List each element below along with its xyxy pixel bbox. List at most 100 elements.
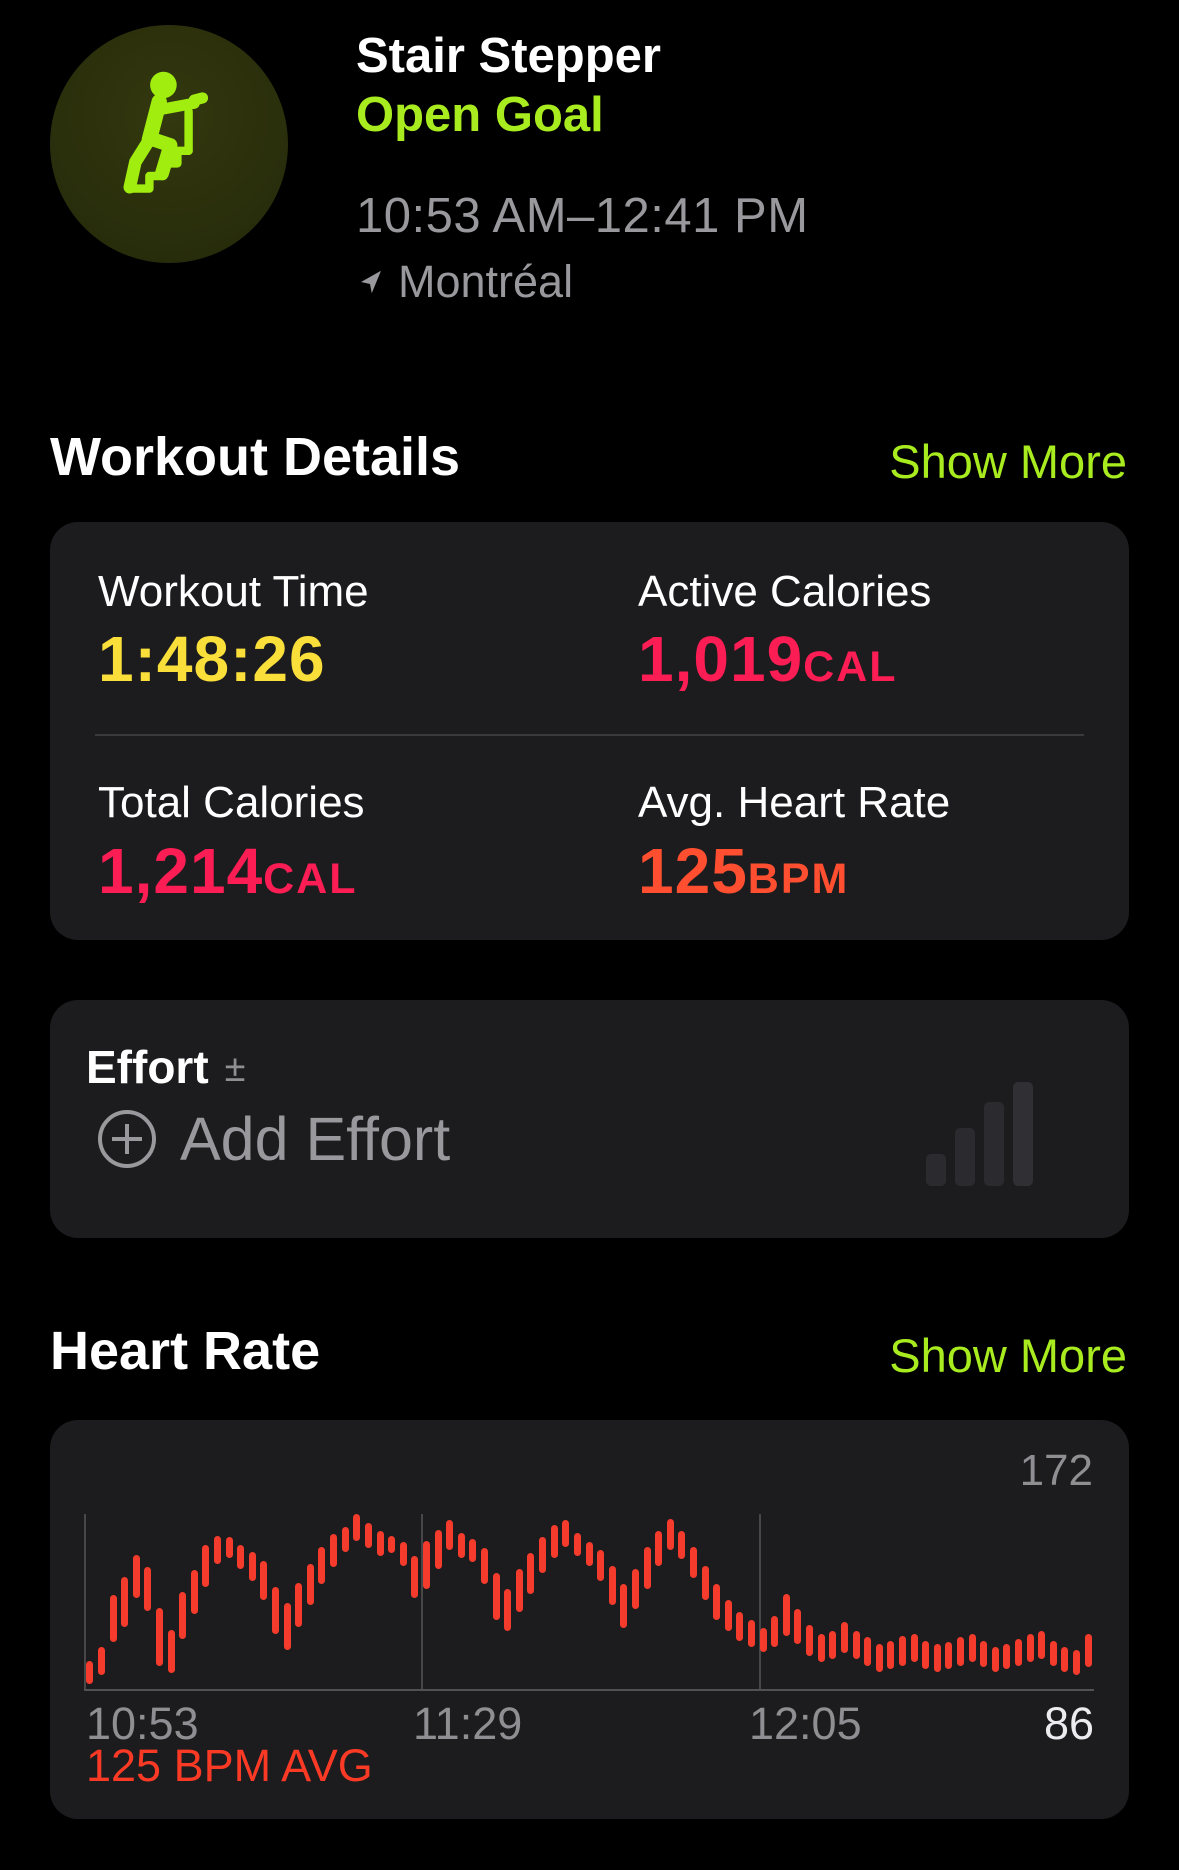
- heart-rate-bar: [1015, 1639, 1023, 1666]
- add-effort-label: Add Effort: [180, 1105, 451, 1173]
- chart-last-value: 86: [1043, 1698, 1094, 1749]
- heart-rate-bar: [875, 1643, 883, 1672]
- chart-gridline: [758, 1514, 761, 1689]
- heart-rate-bar: [864, 1637, 872, 1666]
- heart-rate-bar: [806, 1624, 814, 1657]
- heart-rate-bar: [597, 1549, 605, 1582]
- heart-rate-bar: [573, 1532, 581, 1557]
- workout-goal: Open Goal: [356, 88, 604, 142]
- heart-rate-bar: [898, 1635, 906, 1666]
- chart-baseline: [84, 1689, 1094, 1691]
- heart-rate-bar: [922, 1640, 930, 1669]
- heart-rate-bar: [852, 1631, 860, 1660]
- heart-rate-bar: [283, 1603, 291, 1650]
- heart-rate-bar: [945, 1642, 953, 1669]
- workout-details-card: Workout Time 1:48:26 Active Calories 1,0…: [50, 522, 1129, 940]
- heart-rate-chart-card: 172 10:53 11:29 12:05 86 125 BPM AVG: [50, 1420, 1129, 1819]
- heart-rate-bar: [701, 1565, 709, 1600]
- metric-value-total-calories: 1,214CAL: [98, 835, 358, 907]
- heart-rate-bar: [782, 1593, 790, 1636]
- metric-label: Workout Time: [98, 567, 369, 616]
- chart-gridline: [84, 1514, 86, 1689]
- metric-value-active-calories: 1,019CAL: [638, 623, 898, 695]
- signal-bars-icon: [926, 1082, 1063, 1186]
- heart-rate-bar: [933, 1643, 941, 1672]
- heart-rate-bar: [724, 1599, 732, 1632]
- chart-gridline: [421, 1514, 424, 1689]
- heart-rate-bar: [97, 1646, 105, 1675]
- heart-rate-bar: [608, 1565, 616, 1605]
- heart-rate-bar: [248, 1551, 256, 1582]
- heart-rate-bar: [155, 1607, 163, 1666]
- plus-circle-icon: [98, 1110, 156, 1168]
- heart-rate-bar: [631, 1568, 639, 1610]
- effort-card: Effort ± Add Effort: [50, 1000, 1129, 1238]
- heart-rate-bar: [968, 1634, 976, 1663]
- heart-rate-bar: [887, 1640, 895, 1669]
- heart-rate-bar: [86, 1660, 94, 1685]
- heart-rate-heading: Heart Rate: [50, 1321, 321, 1381]
- heart-rate-bar: [736, 1612, 744, 1641]
- heart-rate-bar: [666, 1518, 674, 1550]
- metric-label: Avg. Heart Rate: [638, 778, 951, 827]
- heart-rate-bar: [434, 1529, 442, 1569]
- heart-rate-bar: [481, 1548, 489, 1585]
- heart-rate-bar: [260, 1560, 268, 1600]
- heart-rate-bar: [330, 1534, 338, 1568]
- location-arrow-icon: [356, 267, 386, 297]
- heart-rate-bar: [399, 1542, 407, 1566]
- heart-rate-bar: [1049, 1640, 1057, 1666]
- heart-rate-bar: [840, 1621, 848, 1654]
- chart-max-label: 172: [1019, 1446, 1093, 1495]
- heart-rate-bar: [214, 1535, 221, 1564]
- heart-rate-bar: [1084, 1634, 1092, 1668]
- divider: [95, 734, 1084, 736]
- heart-rate-bar: [469, 1539, 477, 1563]
- heart-rate-bar: [1026, 1634, 1034, 1663]
- heart-rate-bar: [272, 1587, 280, 1635]
- heart-rate-bar: [1003, 1643, 1011, 1669]
- heart-rate-bar: [237, 1545, 245, 1569]
- heart-rate-bar: [539, 1537, 547, 1574]
- heart-rate-bar: [748, 1620, 756, 1647]
- heart-rate-bar: [794, 1609, 802, 1644]
- plus-minus-symbol: ±: [224, 1048, 246, 1090]
- heart-rate-bar: [144, 1567, 152, 1611]
- heart-rate-bar: [225, 1537, 233, 1558]
- location-label: Montréal: [398, 256, 574, 307]
- heart-rate-bar: [678, 1531, 686, 1560]
- workout-details-show-more-button[interactable]: Show More: [889, 435, 1127, 488]
- workout-title: Stair Stepper: [356, 29, 661, 83]
- add-effort-button[interactable]: Add Effort: [98, 1104, 450, 1174]
- chart-average-label: 125 BPM AVG: [86, 1740, 373, 1791]
- workout-type-badge: [50, 25, 288, 263]
- effort-title: Effort ±: [86, 1041, 246, 1093]
- metric-label: Active Calories: [638, 567, 932, 616]
- heart-rate-bar: [550, 1524, 558, 1558]
- heart-rate-bar: [179, 1592, 187, 1639]
- chart-x-axis: 10:53 11:29 12:05 86: [84, 1698, 1094, 1750]
- heart-rate-bar: [109, 1595, 117, 1643]
- heart-rate-bar: [759, 1628, 767, 1652]
- heart-rate-bar: [457, 1532, 465, 1558]
- heart-rate-bar: [527, 1553, 535, 1594]
- heart-rate-bar: [318, 1546, 326, 1585]
- heart-rate-bar: [504, 1589, 512, 1632]
- heart-rate-bar: [190, 1570, 198, 1614]
- heart-rate-plot: [84, 1514, 1094, 1691]
- heart-rate-bar: [132, 1554, 140, 1599]
- heart-rate-bar: [376, 1531, 384, 1557]
- heart-rate-bar: [643, 1546, 651, 1589]
- heart-rate-bar: [991, 1646, 999, 1672]
- heart-rate-show-more-button[interactable]: Show More: [889, 1329, 1127, 1382]
- workout-location: Montréal: [356, 256, 573, 308]
- heart-rate-bar: [713, 1584, 721, 1621]
- heart-rate-bar: [829, 1631, 837, 1660]
- workout-details-heading: Workout Details: [50, 427, 461, 487]
- heart-rate-bar: [167, 1629, 175, 1674]
- heart-rate-bar: [353, 1514, 361, 1541]
- heart-rate-bar: [817, 1634, 825, 1663]
- heart-rate-bar: [492, 1573, 500, 1621]
- heart-rate-bar: [341, 1526, 349, 1552]
